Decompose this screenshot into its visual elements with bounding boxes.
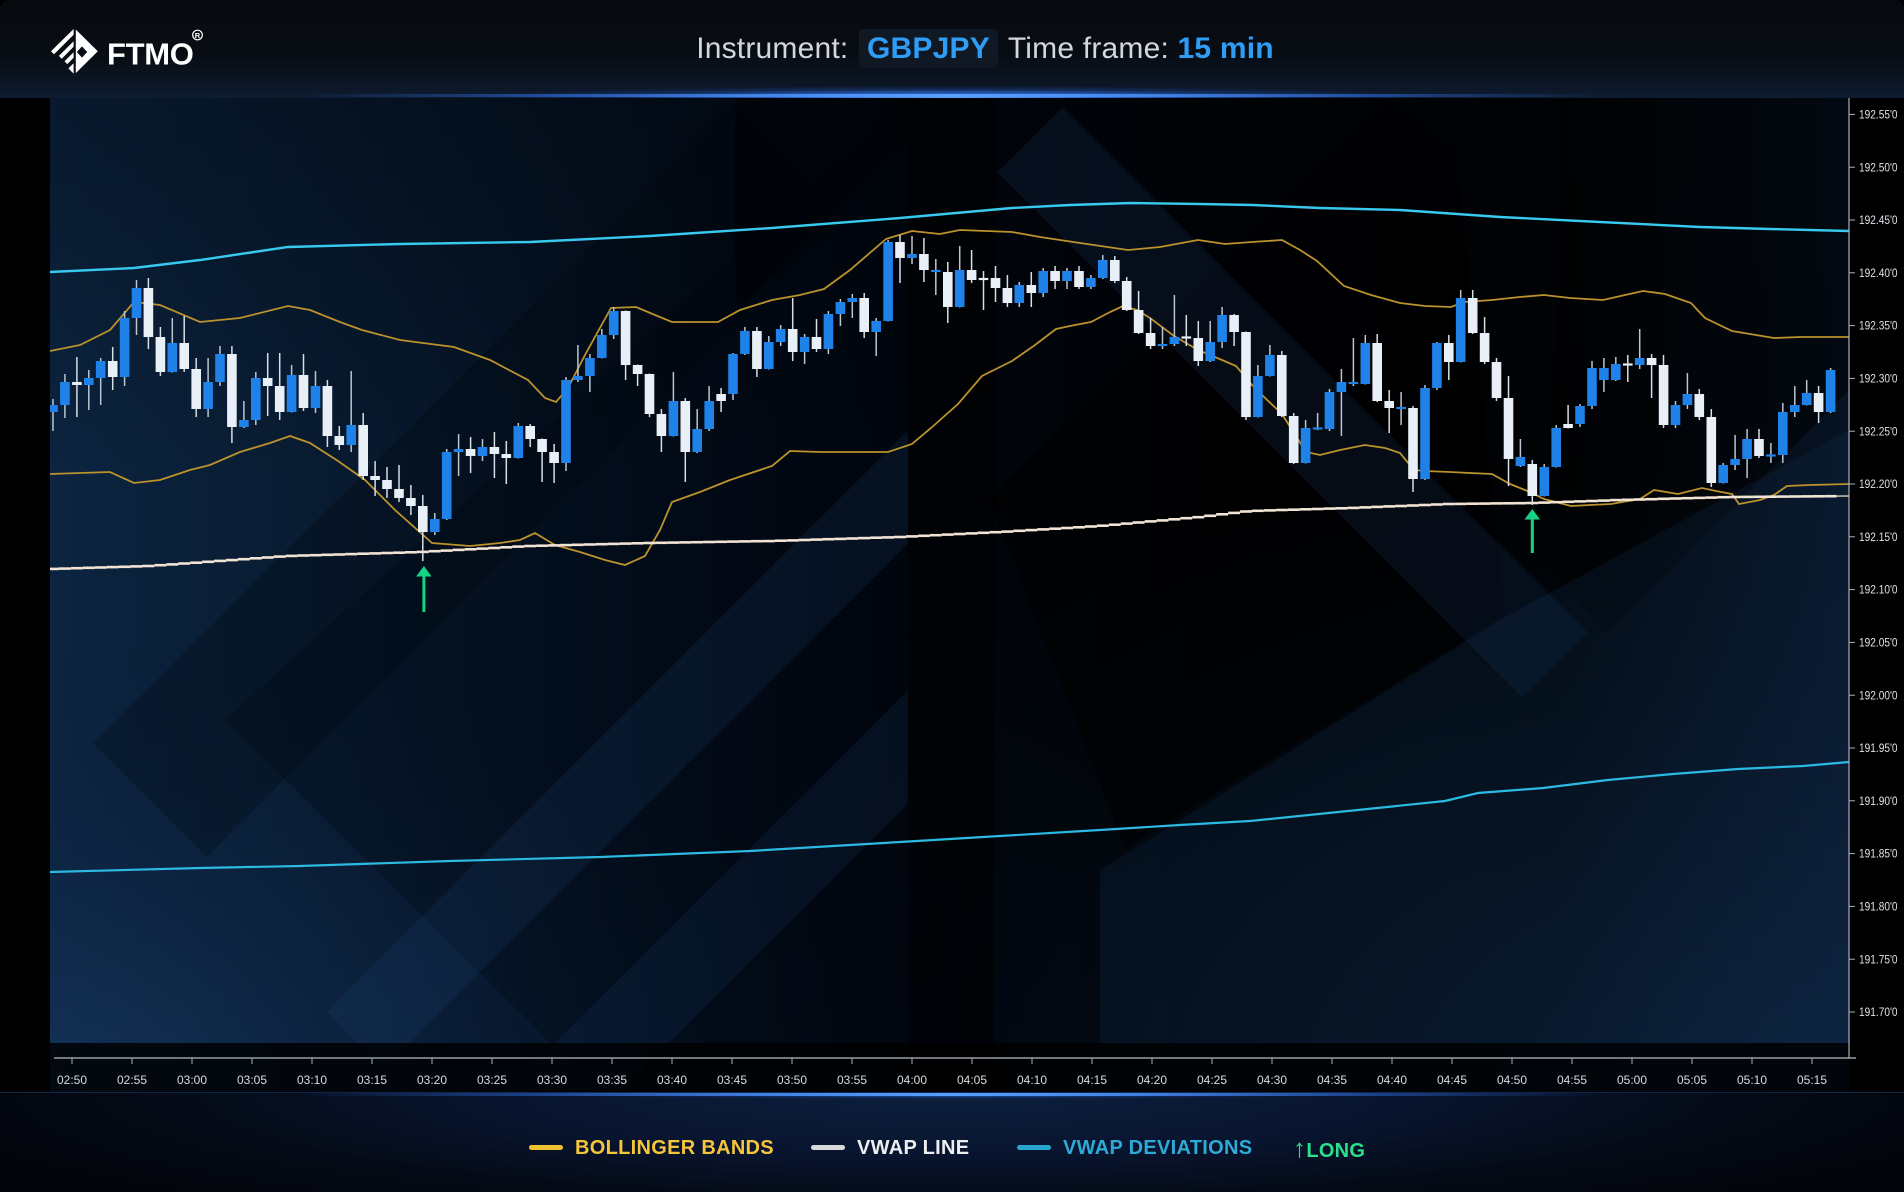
svg-text:03:50: 03:50 bbox=[777, 1074, 807, 1087]
svg-text:03:45: 03:45 bbox=[717, 1074, 747, 1087]
svg-text:04:00: 04:00 bbox=[897, 1074, 927, 1087]
svg-text:04:25: 04:25 bbox=[1197, 1074, 1227, 1087]
svg-text:03:35: 03:35 bbox=[597, 1074, 627, 1087]
svg-text:192.15'0: 192.15'0 bbox=[1859, 531, 1898, 544]
svg-text:03:20: 03:20 bbox=[417, 1074, 447, 1087]
svg-text:191.85'0: 191.85'0 bbox=[1859, 848, 1898, 861]
svg-text:04:10: 04:10 bbox=[1017, 1074, 1047, 1087]
svg-text:03:40: 03:40 bbox=[657, 1074, 687, 1087]
svg-text:05:05: 05:05 bbox=[1677, 1074, 1707, 1087]
svg-text:R: R bbox=[195, 31, 201, 40]
svg-text:192.45'0: 192.45'0 bbox=[1859, 214, 1898, 227]
svg-text:03:25: 03:25 bbox=[477, 1074, 507, 1087]
svg-text:192.55'0: 192.55'0 bbox=[1859, 109, 1898, 122]
svg-text:192.10'0: 192.10'0 bbox=[1859, 584, 1898, 597]
svg-text:192.40'0: 192.40'0 bbox=[1859, 267, 1898, 280]
svg-text:03:00: 03:00 bbox=[177, 1074, 207, 1087]
svg-text:191.75'0: 191.75'0 bbox=[1859, 953, 1898, 966]
svg-text:192.00'0: 192.00'0 bbox=[1859, 689, 1898, 702]
svg-text:04:35: 04:35 bbox=[1317, 1074, 1347, 1087]
svg-text:03:05: 03:05 bbox=[237, 1074, 267, 1087]
svg-text:192.35'0: 192.35'0 bbox=[1859, 320, 1898, 333]
svg-text:192.05'0: 192.05'0 bbox=[1859, 637, 1898, 650]
svg-text:04:20: 04:20 bbox=[1137, 1074, 1167, 1087]
svg-text:FTMO: FTMO bbox=[107, 37, 194, 72]
svg-text:191.70'0: 191.70'0 bbox=[1859, 1006, 1898, 1019]
svg-text:191.90'0: 191.90'0 bbox=[1859, 795, 1898, 808]
svg-text:05:00: 05:00 bbox=[1617, 1074, 1647, 1087]
svg-text:191.80'0: 191.80'0 bbox=[1859, 901, 1898, 914]
svg-text:04:40: 04:40 bbox=[1377, 1074, 1407, 1087]
svg-text:04:30: 04:30 bbox=[1257, 1074, 1287, 1087]
svg-text:03:55: 03:55 bbox=[837, 1074, 867, 1087]
svg-text:02:50: 02:50 bbox=[57, 1074, 87, 1087]
svg-text:04:50: 04:50 bbox=[1497, 1074, 1527, 1087]
svg-text:03:15: 03:15 bbox=[357, 1074, 387, 1087]
svg-text:03:10: 03:10 bbox=[297, 1074, 327, 1087]
svg-text:05:15: 05:15 bbox=[1797, 1074, 1827, 1087]
svg-text:04:45: 04:45 bbox=[1437, 1074, 1467, 1087]
svg-text:02:55: 02:55 bbox=[117, 1074, 147, 1087]
svg-text:04:55: 04:55 bbox=[1557, 1074, 1587, 1087]
svg-text:192.20'0: 192.20'0 bbox=[1859, 478, 1898, 491]
svg-text:192.30'0: 192.30'0 bbox=[1859, 373, 1898, 386]
svg-text:04:05: 04:05 bbox=[957, 1074, 987, 1087]
svg-text:191.95'0: 191.95'0 bbox=[1859, 742, 1898, 755]
svg-text:04:15: 04:15 bbox=[1077, 1074, 1107, 1087]
svg-text:05:10: 05:10 bbox=[1737, 1074, 1767, 1087]
svg-text:192.25'0: 192.25'0 bbox=[1859, 425, 1898, 438]
svg-text:03:30: 03:30 bbox=[537, 1074, 567, 1087]
svg-text:192.50'0: 192.50'0 bbox=[1859, 161, 1898, 174]
